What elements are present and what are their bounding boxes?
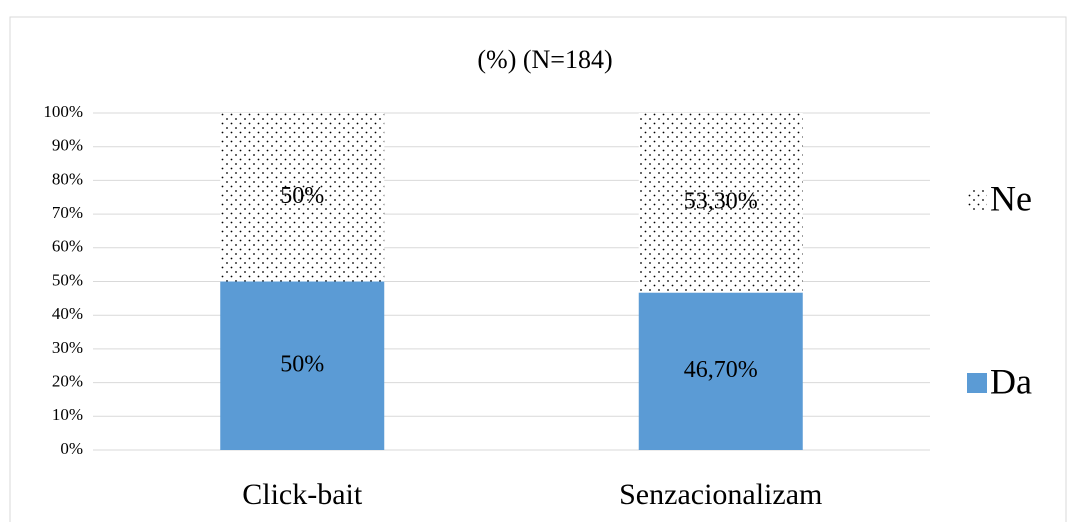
y-tick-label: 0% (60, 439, 83, 458)
y-tick-label: 70% (52, 203, 83, 222)
legend-swatch (967, 373, 987, 393)
x-tick-label: Senzacionalizam (619, 478, 822, 511)
y-tick-label: 60% (52, 237, 83, 256)
chart-title: (%) (N=184) (477, 45, 612, 74)
y-tick-label: 80% (52, 169, 83, 188)
bar-segment (638, 292, 803, 450)
data-label: 53,30% (684, 188, 758, 214)
bar-segment (220, 113, 385, 282)
y-tick-label: 100% (43, 102, 83, 121)
y-tick-label: 90% (52, 136, 83, 155)
y-tick-label: 20% (52, 372, 83, 391)
y-tick-label: 50% (52, 270, 83, 289)
legend-label: Ne (990, 178, 1032, 218)
y-tick-label: 10% (52, 405, 83, 424)
x-tick-label: Click-bait (242, 478, 363, 511)
y-tick-label: 30% (52, 338, 83, 357)
chart-frame (9, 16, 1067, 522)
bar-segment (638, 113, 803, 293)
legend-swatch (967, 190, 987, 210)
bar-segment (220, 281, 385, 450)
data-label: 50% (280, 183, 324, 209)
y-tick-label: 40% (52, 304, 83, 323)
legend-label: Da (990, 361, 1032, 401)
data-label: 46,70% (684, 357, 758, 383)
data-label: 50% (280, 351, 324, 377)
